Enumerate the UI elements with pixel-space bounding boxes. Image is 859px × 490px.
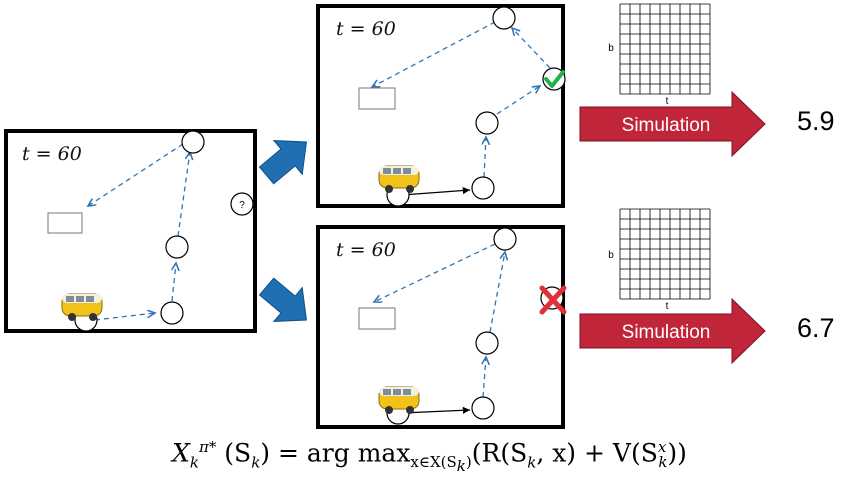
simulation-arrow-bottom: Simulation — [579, 297, 766, 365]
formula-body-mid: , x) + V(S — [536, 438, 658, 468]
formula-body-open: (R(S — [471, 438, 528, 468]
panel-top-time-label: t = 60 — [336, 18, 396, 40]
panel-bottom-time-label: t = 60 — [336, 239, 396, 261]
simulation-result-top: 5.9 — [797, 106, 835, 136]
left-route — [88, 143, 190, 321]
formula-equals: = — [278, 438, 299, 468]
panel-bottom: t = 60 — [316, 225, 565, 429]
formula-lhs: X — [172, 438, 190, 468]
simulation-label-bottom: Simulation — [622, 322, 711, 343]
node — [493, 227, 517, 251]
node — [475, 331, 499, 355]
depot-box-icon — [358, 87, 396, 110]
node — [160, 301, 184, 325]
van-icon — [378, 386, 420, 414]
node — [492, 6, 516, 30]
bottom-route — [374, 243, 505, 398]
depot-box-icon — [47, 212, 83, 234]
formula-argmax-sub: x∈X(S — [410, 453, 457, 472]
node — [165, 235, 189, 259]
panel-left-time-label: t = 60 — [22, 143, 82, 165]
question-mark: ? — [239, 200, 245, 211]
formula-arg: (S — [224, 438, 252, 468]
left-nodes — [74, 130, 205, 332]
simulation-arrow-top: Simulation — [579, 90, 766, 158]
check-icon — [544, 70, 565, 88]
grid-top-x-label: t — [666, 96, 669, 107]
formula-arg-close: ) — [260, 438, 271, 468]
node — [181, 130, 205, 154]
formula-lhs-sub: k — [189, 453, 199, 472]
formula-arg-sub: k — [251, 453, 261, 472]
node — [475, 111, 499, 135]
top-van-move — [401, 186, 471, 196]
formula-body-close: )) — [667, 438, 687, 468]
branch-arrow-up — [258, 140, 308, 185]
policy-formula: Xkπ* (Sk) = arg maxx∈X(Sk)(R(Sk, x) + V(… — [0, 438, 859, 475]
van-icon — [378, 165, 420, 193]
node — [471, 396, 495, 420]
formula-argmax: arg max — [306, 438, 411, 468]
panel-top: t = 60 — [316, 4, 565, 208]
simulation-result-bottom: 6.7 — [797, 313, 835, 343]
grid-bottom-y-label: b — [608, 250, 614, 261]
formula-body-sub2: k — [658, 453, 668, 472]
formula-lhs-sup: π* — [198, 438, 217, 456]
van-icon — [61, 293, 103, 321]
grid-bottom — [619, 208, 711, 300]
node — [471, 176, 495, 200]
formula-argmax-sub-k: k — [456, 457, 466, 476]
formula-body-sub1: k — [527, 453, 537, 472]
formula-body-sup2: x — [657, 438, 667, 456]
grid-bottom-x-label: t — [666, 301, 669, 312]
grid-top — [619, 3, 711, 95]
top-route — [372, 21, 551, 178]
cross-icon — [539, 285, 567, 315]
bottom-van-move — [401, 406, 471, 414]
branch-arrow-down — [258, 277, 308, 322]
simulation-label-top: Simulation — [622, 115, 711, 136]
question-icon: ? — [230, 192, 254, 216]
panel-left: t = 60 — [4, 129, 257, 333]
grid-top-y-label: b — [608, 43, 614, 54]
formula-argmax-sub-close: ) — [465, 453, 472, 472]
depot-box-icon — [358, 307, 396, 330]
